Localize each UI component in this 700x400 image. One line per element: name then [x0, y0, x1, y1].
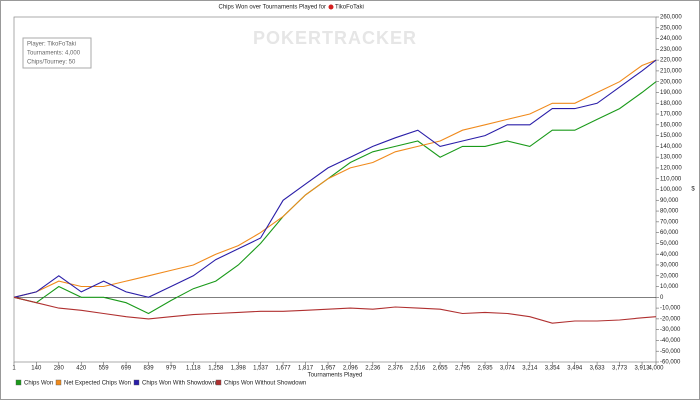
plot-area [13, 16, 657, 363]
legend-label: Chips Won With Showdown [142, 381, 216, 387]
y-tick-label: 190,000 [660, 90, 682, 96]
x-tick-label: 2,935 [478, 366, 494, 372]
info-text: Player: TikoFoTaki [27, 42, 76, 48]
legend-label: Chips Won Without Showdown [224, 381, 306, 387]
y-tick-label: 40,000 [660, 252, 679, 258]
y-tick-label: 220,000 [660, 58, 682, 64]
y-tick-label: 180,000 [660, 101, 682, 107]
y-tick-label: -10,000 [660, 306, 681, 312]
y-tick-label: 60,000 [660, 230, 679, 236]
y-tick-label: 260,000 [660, 15, 682, 21]
x-tick-label: 2,795 [455, 366, 471, 372]
x-tick-label: 699 [121, 366, 132, 372]
series-line [13, 59, 657, 298]
y-tick-label: 250,000 [660, 25, 682, 31]
legend-swatch [133, 379, 140, 386]
x-tick-label: 3,214 [522, 366, 538, 372]
y-tick-label: 20,000 [660, 273, 679, 279]
y-tick-label: 100,000 [660, 187, 682, 193]
x-tick-label: 3,074 [500, 366, 516, 372]
y-tick-label: 80,000 [660, 209, 679, 215]
legend-swatch [215, 379, 222, 386]
x-tick-label: 2,655 [433, 366, 449, 372]
x-tick-label: 559 [99, 366, 110, 372]
x-tick-label: 1,118 [186, 366, 201, 372]
x-tick-label: 2,516 [410, 366, 426, 372]
x-tick-label: 420 [76, 366, 87, 372]
y-tick-label: 230,000 [660, 47, 682, 53]
x-tick-label: 1,957 [321, 366, 337, 372]
x-tick-label: 1 [12, 366, 16, 372]
x-axis-label: Tournaments Played [308, 373, 363, 379]
x-tick-label: 2,376 [388, 366, 404, 372]
x-tick-label: 839 [144, 366, 155, 372]
legend-label: Net Expected Chips Won [64, 381, 131, 387]
y-tick-label: 0 [660, 295, 664, 301]
series-line [13, 296, 657, 324]
info-text: Chips/Tourney: 50 [27, 60, 76, 66]
series-line [13, 81, 657, 315]
legend-swatch [55, 379, 62, 386]
y-tick-label: 240,000 [660, 36, 682, 42]
info-box [22, 37, 92, 69]
legend-label: Chips Won [24, 381, 53, 387]
player-name: TikoFoTaki [335, 5, 364, 11]
y-tick-label: 10,000 [660, 284, 679, 290]
y-tick-label: -40,000 [660, 338, 681, 344]
y-tick-label: 140,000 [660, 144, 682, 150]
y-tick-label: 30,000 [660, 263, 679, 269]
y-tick-label: 200,000 [660, 79, 682, 85]
x-tick-label: 2,236 [365, 366, 381, 372]
y-tick-label: -60,000 [660, 360, 681, 366]
x-tick-label: 979 [166, 366, 177, 372]
x-tick-label: 140 [31, 366, 42, 372]
y-tick-label: 130,000 [660, 155, 682, 161]
info-text: Tournaments: 4,000 [27, 51, 81, 57]
y-tick-label: 90,000 [660, 198, 679, 204]
y-tick-label: 70,000 [660, 219, 679, 225]
chart-title: Chips Won over Tournaments Played for [219, 5, 327, 11]
y-tick-label: 110,000 [660, 176, 682, 182]
x-tick-label: 3,354 [545, 366, 561, 372]
x-tick-label: 1,258 [208, 366, 224, 372]
x-tick-label: 1,398 [231, 366, 247, 372]
watermark: POKERTRACKER [253, 28, 417, 48]
y-tick-label: -20,000 [660, 316, 681, 322]
x-tick-label: 3,913 [635, 366, 651, 372]
x-tick-label: 280 [54, 366, 65, 372]
y-tick-label: -30,000 [660, 327, 681, 333]
y-tick-label: 160,000 [660, 122, 682, 128]
series-line [13, 59, 657, 298]
legend-swatch [15, 379, 22, 386]
y-tick-label: 170,000 [660, 112, 682, 118]
y-tick-label: 150,000 [660, 133, 682, 139]
y-tick-label: -50,000 [660, 349, 681, 355]
x-tick-label: 2,096 [343, 366, 359, 372]
x-tick-label: 3,773 [612, 366, 628, 372]
x-tick-label: 3,633 [590, 366, 606, 372]
x-tick-label: 1,537 [253, 366, 269, 372]
x-tick-label: 3,494 [567, 366, 583, 372]
x-tick-label: 1,817 [298, 366, 314, 372]
x-tick-label: 1,677 [276, 366, 292, 372]
y-tick-label: 210,000 [660, 68, 682, 74]
player-icon [328, 4, 334, 10]
y-tick-label: 50,000 [660, 241, 679, 247]
y-tick-label: 120,000 [660, 166, 682, 172]
y-axis-label: $ [691, 187, 695, 193]
x-tick-label: 4,000 [648, 366, 664, 372]
